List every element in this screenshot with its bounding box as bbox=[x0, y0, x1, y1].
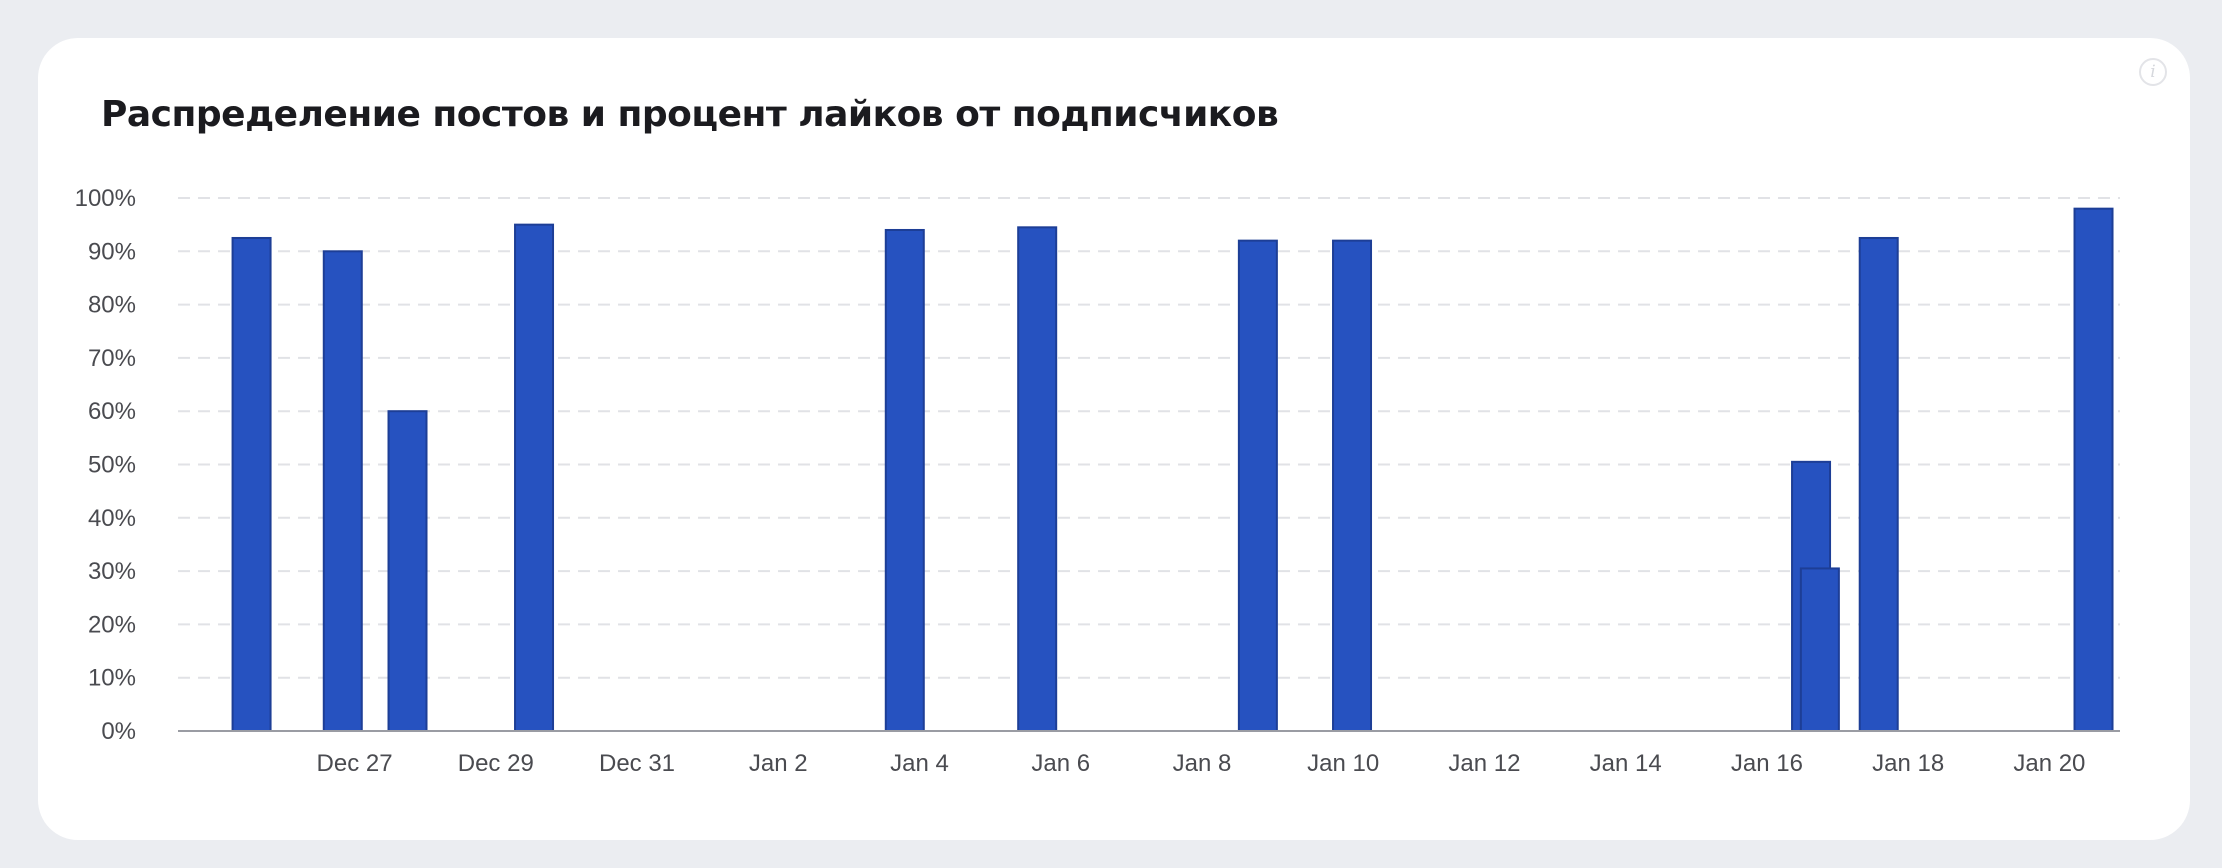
x-tick-label: Dec 29 bbox=[458, 750, 534, 777]
x-tick-label: Jan 16 bbox=[1731, 750, 1803, 777]
chart-card: Распределение постов и процент лайков от… bbox=[38, 38, 2190, 840]
x-tick-label: Jan 2 bbox=[749, 750, 808, 777]
x-tick-label: Dec 27 bbox=[317, 750, 393, 777]
bar bbox=[231, 236, 272, 732]
x-tick-label: Jan 8 bbox=[1173, 750, 1232, 777]
bar bbox=[1858, 236, 1899, 732]
bar bbox=[2073, 207, 2114, 733]
y-tick-label: 10% bbox=[88, 665, 136, 692]
info-icon[interactable]: i bbox=[2139, 58, 2167, 86]
bar bbox=[322, 250, 363, 733]
x-tick-label: Dec 31 bbox=[599, 750, 675, 777]
x-tick-label: Jan 10 bbox=[1307, 750, 1379, 777]
bar bbox=[1237, 239, 1278, 732]
x-tick-label: Jan 4 bbox=[890, 750, 949, 777]
x-tick-label: Jan 18 bbox=[1872, 750, 1944, 777]
bar bbox=[884, 228, 925, 732]
bar bbox=[1017, 226, 1058, 732]
y-tick-label: 60% bbox=[88, 398, 136, 425]
x-tick-label: Jan 12 bbox=[1448, 750, 1520, 777]
y-tick-label: 50% bbox=[88, 452, 136, 479]
y-tick-label: 80% bbox=[88, 292, 136, 319]
bar bbox=[387, 410, 428, 732]
y-tick-label: 30% bbox=[88, 558, 136, 585]
bar bbox=[514, 223, 555, 732]
bar bbox=[1799, 567, 1840, 732]
y-tick-label: 20% bbox=[88, 611, 136, 638]
y-tick-label: 90% bbox=[88, 238, 136, 265]
y-tick-label: 100% bbox=[75, 185, 136, 212]
bar-chart: 0% 10% 20% 30% 40% 50% 60% 70% 80% 90% 100% Dec 27 D… bbox=[75, 185, 2120, 777]
y-tick-label: 40% bbox=[88, 505, 136, 532]
bar bbox=[1332, 239, 1373, 732]
x-tick-label: Jan 6 bbox=[1031, 750, 1090, 777]
x-tick-label: Jan 14 bbox=[1590, 750, 1662, 777]
chart-title: Распределение постов и процент лайков от… bbox=[101, 94, 1279, 135]
y-tick-label: 70% bbox=[88, 345, 136, 372]
x-tick-label: Jan 20 bbox=[2013, 750, 2085, 777]
y-tick-label: 0% bbox=[101, 718, 136, 745]
